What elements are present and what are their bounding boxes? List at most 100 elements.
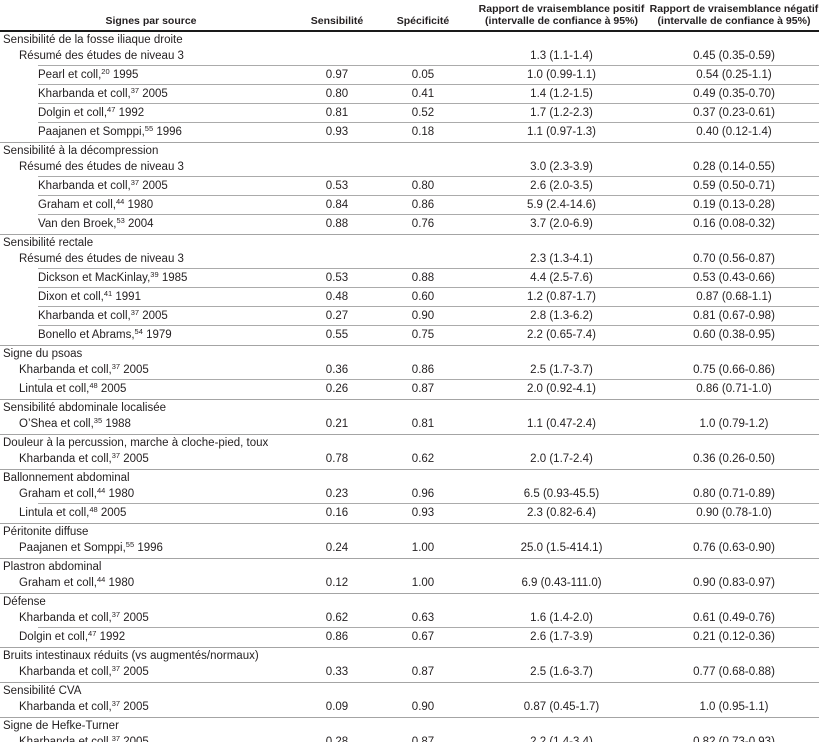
specificity-cell: 0.62: [411, 453, 435, 465]
lr-positive-cell: 6.9 (0.43-111.0): [521, 577, 602, 589]
table-section: Sensibilité rectale Résumé des études de…: [0, 235, 819, 346]
study-label: Van den Broek,: [38, 218, 117, 230]
study-label: Résumé des études de niveau 3: [19, 50, 184, 62]
reference-superscript: 47: [107, 105, 116, 114]
table-row: Kharbanda et coll,37 2005 0.36 0.86 2.5 …: [0, 361, 819, 380]
reference-superscript: 48: [89, 381, 98, 390]
lr-positive-cell: 6.5 (0.93-45.5): [523, 488, 600, 500]
specificity-cell: [372, 158, 474, 177]
reference-superscript: 47: [88, 629, 97, 638]
lr-positive-cell: 1.6 (1.4-2.0): [530, 612, 593, 624]
source-cell: Kharbanda et coll,37 2005: [0, 450, 302, 469]
reference-superscript: 55: [144, 124, 154, 133]
study-label: O’Shea et coll,: [19, 418, 94, 430]
study-year: 2005: [139, 88, 168, 100]
sensitivity-cell: [302, 250, 372, 269]
table-section: Signe de Hefke-Turner Kharbanda et coll,…: [0, 718, 819, 742]
study-year: 1992: [96, 631, 126, 643]
lr-positive-cell: 2.2 (1.4-3.4): [530, 736, 593, 742]
study-label: Bonello et Abrams,: [38, 329, 135, 341]
study-label: Graham et coll,: [19, 488, 97, 500]
table-section: Plastron abdominal Graham et coll,44 198…: [0, 559, 819, 594]
column-header-line: (intervalle de confiance à 95%): [485, 15, 638, 27]
study-year: 2005: [120, 666, 149, 678]
specificity-cell: 0.81: [411, 418, 435, 430]
source-cell: Résumé des études de niveau 3: [0, 47, 302, 66]
table-section: Péritonite diffuse Paajanen et Somppi,55…: [0, 524, 819, 559]
sensitivity-cell: 0.78: [325, 453, 349, 465]
sensitivity-cell: 0.36: [325, 364, 349, 376]
section-title: Signe de Hefke-Turner: [3, 720, 119, 732]
table-header: Signes par source Sensibilité Spécificit…: [0, 0, 819, 32]
lr-negative-cell: 0.40 (0.12-1.4): [696, 126, 772, 138]
study-label: Kharbanda et coll,: [38, 180, 131, 192]
column-header-lr-negative: Rapport de vraisemblance négatif (interv…: [649, 3, 819, 27]
reference-superscript: 44: [96, 486, 106, 495]
table-section: Sensibilité abdominale localisée O’Shea …: [0, 400, 819, 435]
study-label: Dolgin et coll,: [19, 631, 89, 643]
lr-positive-cell: 1.3 (1.1-1.4): [530, 50, 593, 62]
study-label: Lintula et coll,: [19, 383, 90, 395]
sensitivity-cell: 0.81: [325, 107, 349, 119]
sensitivity-cell: 0.23: [325, 488, 349, 500]
sensitivity-cell: 0.12: [325, 577, 349, 589]
sensitivity-cell: 0.09: [325, 701, 349, 713]
table-row: Kharbanda et coll,37 2005 0.27 0.90 2.8 …: [0, 307, 819, 326]
study-label: Kharbanda et coll,: [19, 736, 112, 742]
study-year: 2005: [120, 736, 149, 742]
source-cell: Bonello et Abrams,54 1979: [0, 326, 302, 345]
lr-negative-cell: 0.28 (0.14-0.55): [693, 161, 775, 173]
source-cell: Kharbanda et coll,37 2005: [0, 85, 302, 104]
study-year: 1995: [109, 69, 139, 81]
sensitivity-cell: 0.26: [325, 383, 349, 395]
study-year: 1980: [105, 577, 135, 589]
sensitivity-cell: 0.28: [325, 736, 349, 742]
table-row: Kharbanda et coll,37 2005 0.33 0.87 2.5 …: [0, 663, 819, 682]
sensitivity-cell: 0.97: [325, 69, 349, 81]
reference-superscript: 44: [96, 575, 106, 584]
study-label: Pearl et coll,: [38, 69, 102, 81]
lr-negative-cell: 0.54 (0.25-1.1): [696, 69, 772, 81]
lr-negative-cell: 0.21 (0.12-0.36): [693, 631, 775, 643]
lr-negative-cell: 0.60 (0.38-0.95): [693, 329, 775, 341]
reference-superscript: 44: [115, 197, 125, 206]
lr-negative-cell: 1.0 (0.95-1.1): [699, 701, 769, 713]
reference-superscript: 37: [130, 308, 140, 317]
lr-negative-cell: 0.49 (0.35-0.70): [693, 88, 775, 100]
reference-superscript: 37: [111, 610, 121, 619]
lr-positive-cell: 1.4 (1.2-1.5): [530, 88, 593, 100]
source-cell: Kharbanda et coll,37 2005: [0, 307, 302, 326]
specificity-cell: 0.18: [411, 126, 435, 138]
reference-superscript: 37: [130, 178, 140, 187]
lr-negative-cell: 0.61 (0.49-0.76): [693, 612, 775, 624]
source-cell: Paajanen et Somppi,55 1996: [0, 539, 302, 558]
reference-superscript: 35: [93, 416, 103, 425]
study-label: Lintula et coll,: [19, 507, 90, 519]
lr-negative-cell: 0.81 (0.67-0.98): [693, 310, 775, 322]
source-cell: Dolgin et coll,47 1992: [0, 104, 302, 123]
table-row: Bonello et Abrams,54 1979 0.55 0.75 2.2 …: [0, 326, 819, 345]
study-year: 1996: [134, 542, 163, 554]
lr-negative-cell: 0.87 (0.68-1.1): [696, 291, 772, 303]
study-year: 2005: [120, 364, 149, 376]
study-year: 2004: [124, 218, 154, 230]
lr-positive-cell: 1.0 (0.99-1.1): [526, 69, 597, 81]
lr-positive-cell: 3.7 (2.0-6.9): [530, 218, 593, 230]
table-body: Sensibilité de la fosse iliaque droite R…: [0, 32, 819, 742]
source-cell: Kharbanda et coll,37 2005: [0, 698, 302, 717]
sensitivity-cell: 0.27: [325, 310, 349, 322]
reference-superscript: 37: [111, 451, 121, 460]
study-label: Graham et coll,: [38, 199, 116, 211]
section-title: Signe du psoas: [3, 348, 83, 360]
lr-positive-cell: 2.0 (0.92-4.1): [526, 383, 597, 395]
study-label: Paajanen et Somppi,: [19, 542, 126, 554]
lr-positive-cell: 1.1 (0.97-1.3): [526, 126, 597, 138]
column-header-line: Rapport de vraisemblance positif: [478, 3, 645, 15]
table-section: Défense Kharbanda et coll,37 2005 0.62 0…: [0, 594, 819, 648]
lr-negative-cell: 0.59 (0.50-0.71): [693, 180, 775, 192]
table-row: Kharbanda et coll,37 2005 0.53 0.80 2.6 …: [0, 177, 819, 196]
source-cell: Dolgin et coll,47 1992: [0, 628, 302, 647]
lr-positive-cell: 4.4 (2.5-7.6): [530, 272, 593, 284]
study-year: 1980: [124, 199, 154, 211]
